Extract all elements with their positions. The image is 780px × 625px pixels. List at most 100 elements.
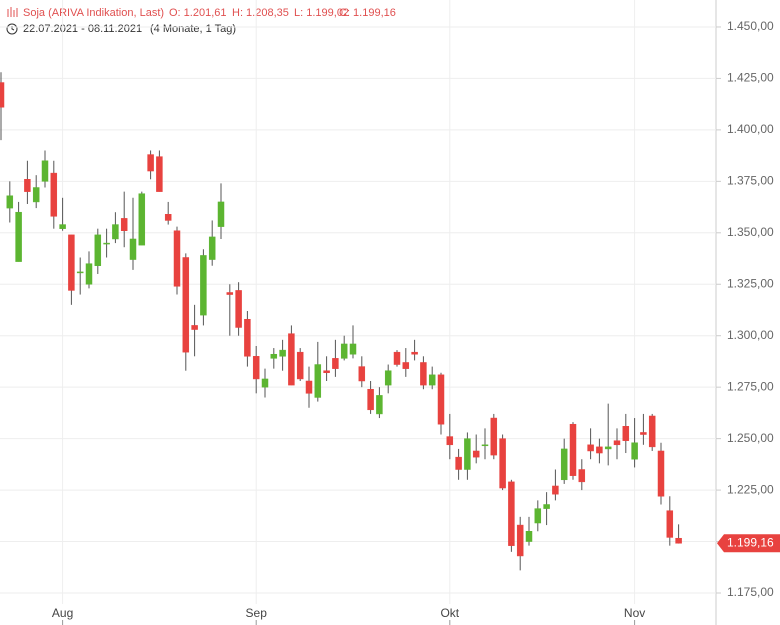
candle-body — [68, 234, 75, 291]
candle-body — [112, 224, 119, 240]
y-tick-label: 1.175,00 — [727, 585, 774, 599]
duration: (4 Monate, 1 Tag) — [150, 23, 236, 35]
candle-body — [604, 446, 612, 450]
candle-body — [657, 450, 665, 497]
date-range: 22.07.2021 - 08.11.2021 — [23, 23, 142, 35]
close-label: C: 1.199,16 — [339, 7, 396, 19]
candle-body — [349, 343, 357, 355]
candle-body — [472, 450, 480, 458]
y-tick-label: 1.350,00 — [727, 225, 774, 239]
candle-body — [50, 172, 58, 217]
x-tick-label: Sep — [246, 606, 268, 620]
candle-body — [367, 388, 374, 411]
y-tick-label: 1.275,00 — [727, 379, 774, 393]
candle-body — [393, 351, 401, 365]
candle-body — [543, 504, 550, 509]
candle-body — [0, 82, 5, 108]
candle-body — [208, 236, 216, 260]
x-tick-label: Okt — [440, 606, 459, 620]
y-tick-label: 1.400,00 — [727, 122, 774, 136]
last-price-badge — [717, 534, 780, 553]
low-label: L: 1.199,02 — [294, 7, 349, 19]
candle-body — [481, 444, 489, 447]
candle-body — [420, 362, 427, 386]
candle-body — [508, 481, 515, 546]
candle-body — [648, 415, 656, 448]
y-tick-label: 1.225,00 — [727, 482, 774, 496]
chart-title: Soja (ARIVA Indikation, Last) — [23, 7, 164, 19]
candle-body — [525, 531, 533, 542]
candle-body — [534, 508, 542, 524]
x-tick-label: Nov — [624, 606, 645, 620]
candle-body — [156, 156, 163, 192]
candle-body — [164, 214, 172, 221]
candle-body — [552, 485, 559, 495]
candle-body — [666, 510, 674, 538]
candle-body — [428, 374, 436, 386]
open-label: O: 1.201,61 — [169, 7, 227, 19]
candle-body — [59, 224, 66, 229]
y-tick-label: 1.325,00 — [727, 276, 774, 290]
candle-body — [587, 444, 594, 452]
candle-body — [437, 374, 445, 425]
candle-body — [490, 417, 498, 456]
candle-body — [384, 370, 392, 386]
candle-body — [226, 292, 234, 295]
candle-body — [235, 290, 242, 328]
y-tick-label: 1.375,00 — [727, 174, 774, 188]
candle-body — [516, 524, 524, 557]
candle-body — [120, 218, 128, 231]
candle-body — [376, 395, 383, 415]
candle-body — [182, 257, 190, 353]
last-price-label: 1.199,16 — [727, 535, 774, 549]
y-tick-label: 1.425,00 — [727, 71, 774, 85]
candle-body — [596, 446, 603, 454]
candle-body — [613, 440, 621, 446]
candle-body — [446, 436, 454, 446]
candle-body — [305, 380, 313, 394]
y-tick-label: 1.450,00 — [727, 19, 774, 33]
candle-body — [76, 271, 84, 274]
candle-body — [314, 364, 322, 398]
candle-body — [279, 349, 286, 357]
candle-body — [578, 469, 586, 483]
header-icon — [7, 7, 18, 17]
candle-body — [85, 263, 93, 285]
y-tick-label: 1.250,00 — [727, 431, 774, 445]
candle-body — [41, 160, 49, 182]
candle-body — [622, 426, 630, 441]
candle-body — [200, 255, 207, 316]
candle-body — [270, 353, 278, 359]
high-label: H: 1.208,35 — [232, 7, 289, 19]
candle-body — [94, 234, 102, 266]
candle-body — [569, 423, 577, 476]
candle-body — [24, 179, 31, 192]
candle-body — [6, 195, 14, 209]
candle-body — [103, 242, 110, 245]
candle-body — [191, 325, 198, 330]
x-tick-label: Aug — [52, 606, 73, 620]
candle-body — [455, 456, 462, 470]
candle-body — [464, 438, 471, 470]
y-tick-label: 1.300,00 — [727, 328, 774, 342]
candle-body — [217, 201, 225, 227]
candle-body — [138, 193, 146, 246]
candle-body — [129, 238, 137, 260]
candle-body — [252, 356, 260, 380]
candle-body — [402, 362, 410, 369]
candle-body — [675, 537, 682, 544]
candle-body — [340, 343, 348, 359]
candle-body — [173, 230, 181, 287]
candle-body — [640, 432, 647, 435]
candle-body — [358, 366, 366, 382]
candle-body — [323, 370, 330, 374]
candle-body — [560, 448, 568, 481]
candle-body — [296, 351, 304, 380]
candle-body — [332, 358, 339, 369]
candle-body — [411, 351, 418, 355]
candle-body — [147, 154, 154, 172]
candle-body — [288, 333, 295, 386]
candle-body — [15, 211, 22, 262]
